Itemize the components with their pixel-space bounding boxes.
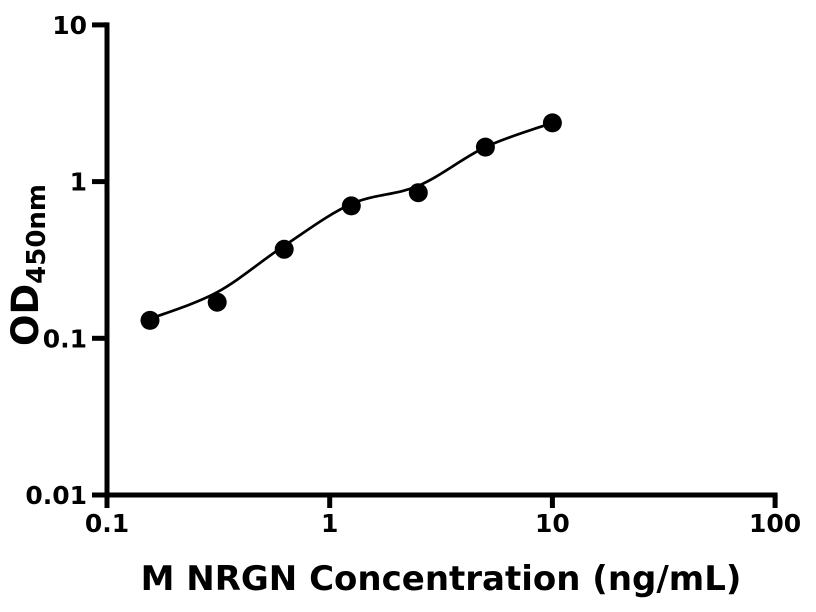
y-axis-title: OD450nm bbox=[4, 184, 52, 346]
x-tick-label: 1 bbox=[321, 509, 338, 538]
y-tick-label: 0.01 bbox=[25, 481, 87, 510]
y-axis-title-sub: 450nm bbox=[22, 184, 52, 284]
data-point bbox=[207, 292, 227, 312]
data-point bbox=[408, 183, 428, 203]
x-tick-label: 0.1 bbox=[85, 509, 129, 538]
x-axis-title: M NRGN Concentration (ng/mL) bbox=[141, 559, 742, 599]
data-point bbox=[341, 196, 361, 216]
data-point bbox=[475, 137, 495, 157]
axes bbox=[92, 22, 778, 508]
data-point bbox=[140, 310, 160, 330]
x-tick-label: 10 bbox=[535, 509, 570, 538]
data-points bbox=[140, 113, 562, 330]
data-point bbox=[274, 239, 294, 259]
x-tick-label: 100 bbox=[749, 509, 801, 538]
y-tick-label: 1 bbox=[70, 168, 87, 197]
y-tick-label: 0.1 bbox=[43, 324, 87, 353]
y-tick-label: 10 bbox=[52, 11, 87, 40]
data-point bbox=[542, 113, 562, 133]
y-axis-title-main: OD bbox=[4, 284, 47, 346]
